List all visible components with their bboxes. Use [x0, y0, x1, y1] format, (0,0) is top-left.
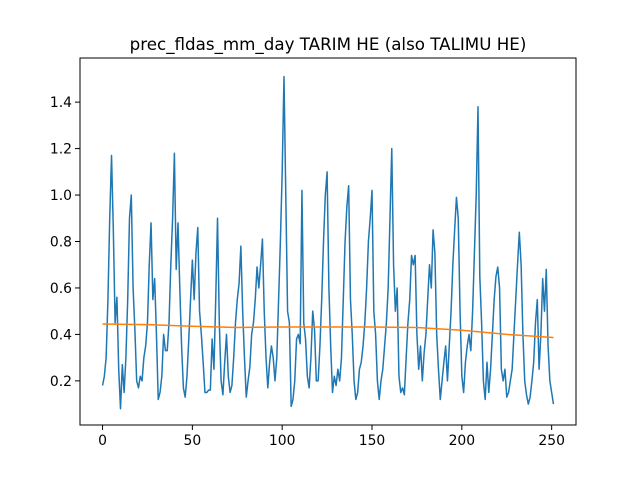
- x-tick-label: 100: [269, 433, 296, 449]
- y-tick-label: 0.6: [50, 281, 72, 297]
- x-tick-label: 200: [449, 433, 476, 449]
- plot-frame: [79, 57, 577, 426]
- y-tick-label: 1.2: [50, 142, 72, 158]
- series-line: [102, 323, 554, 339]
- y-tick-label: 1.4: [50, 95, 72, 111]
- x-tick-label: 0: [98, 433, 107, 449]
- x-tick-label: 50: [184, 433, 202, 449]
- y-tick-label: 0.2: [50, 374, 72, 390]
- y-tick-label: 1.0: [50, 188, 72, 204]
- y-tick-label: 0.4: [50, 327, 72, 343]
- x-tick-label: 150: [359, 433, 386, 449]
- y-tick-label: 0.8: [50, 235, 72, 251]
- series-line: [101, 75, 555, 410]
- x-tick-label: 250: [538, 433, 565, 449]
- chart-title: prec_fldas_mm_day TARIM HE (also TALIMU …: [130, 34, 527, 55]
